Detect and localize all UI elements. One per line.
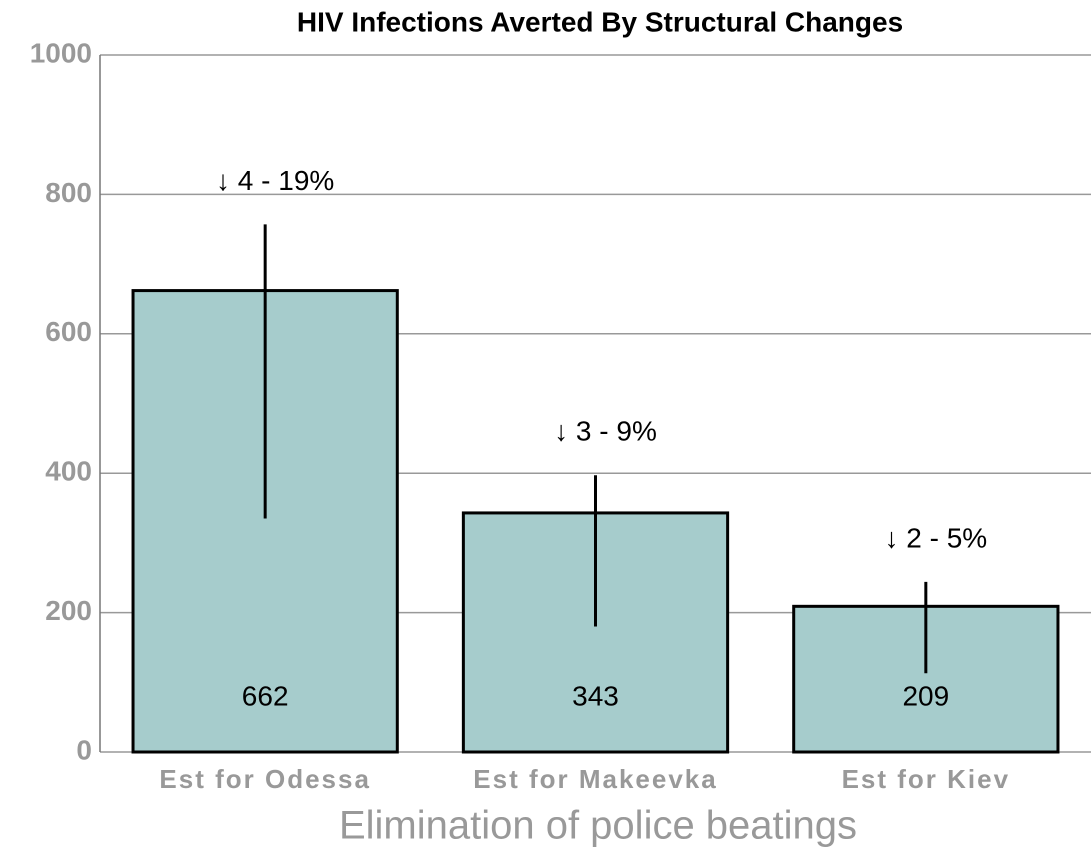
chart-title: HIV Infections Averted By Structural Cha…: [297, 6, 903, 37]
value-label: 662: [242, 680, 289, 711]
y-tick-label: 0: [76, 734, 92, 765]
y-tick-label: 400: [45, 456, 92, 487]
x-tick-label: Est for Odessa: [159, 764, 371, 794]
annotation: ↓ 4 - 19%: [216, 165, 334, 196]
x-axis-label: Elimination of police beatings: [339, 804, 857, 848]
annotation: ↓ 2 - 5%: [884, 522, 987, 553]
y-tick-label: 600: [45, 316, 92, 347]
y-tick-label: 800: [45, 177, 92, 208]
y-tick-label: 200: [45, 595, 92, 626]
value-label: 209: [902, 680, 949, 711]
annotation: ↓ 3 - 9%: [554, 416, 657, 447]
x-tick-label: Est for Makeevka: [473, 764, 717, 794]
y-tick-label: 1000: [30, 37, 92, 68]
x-tick-label: Est for Kiev: [842, 764, 1011, 794]
value-label: 343: [572, 680, 619, 711]
